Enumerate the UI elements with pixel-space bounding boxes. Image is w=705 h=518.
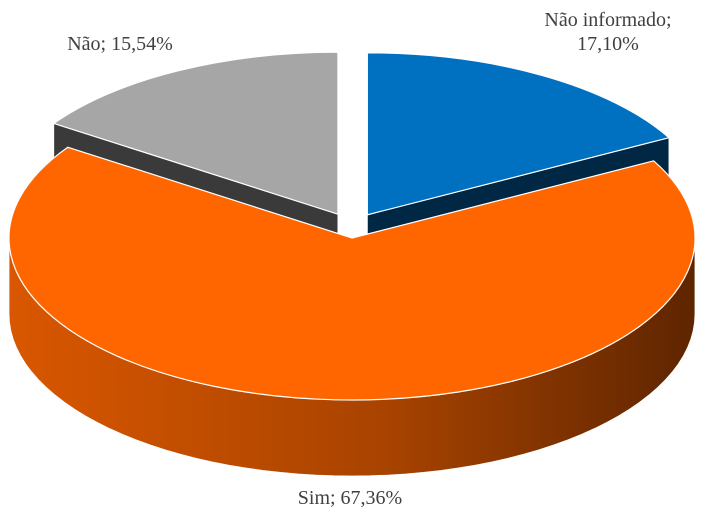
slice	[8, 146, 696, 401]
data-label: Não informado; 17,10%	[544, 9, 672, 55]
data-label: Sim; 67,36%	[297, 487, 403, 509]
data-label: Não; 15,54%	[67, 33, 173, 55]
slice	[366, 52, 671, 216]
slice	[52, 51, 339, 215]
